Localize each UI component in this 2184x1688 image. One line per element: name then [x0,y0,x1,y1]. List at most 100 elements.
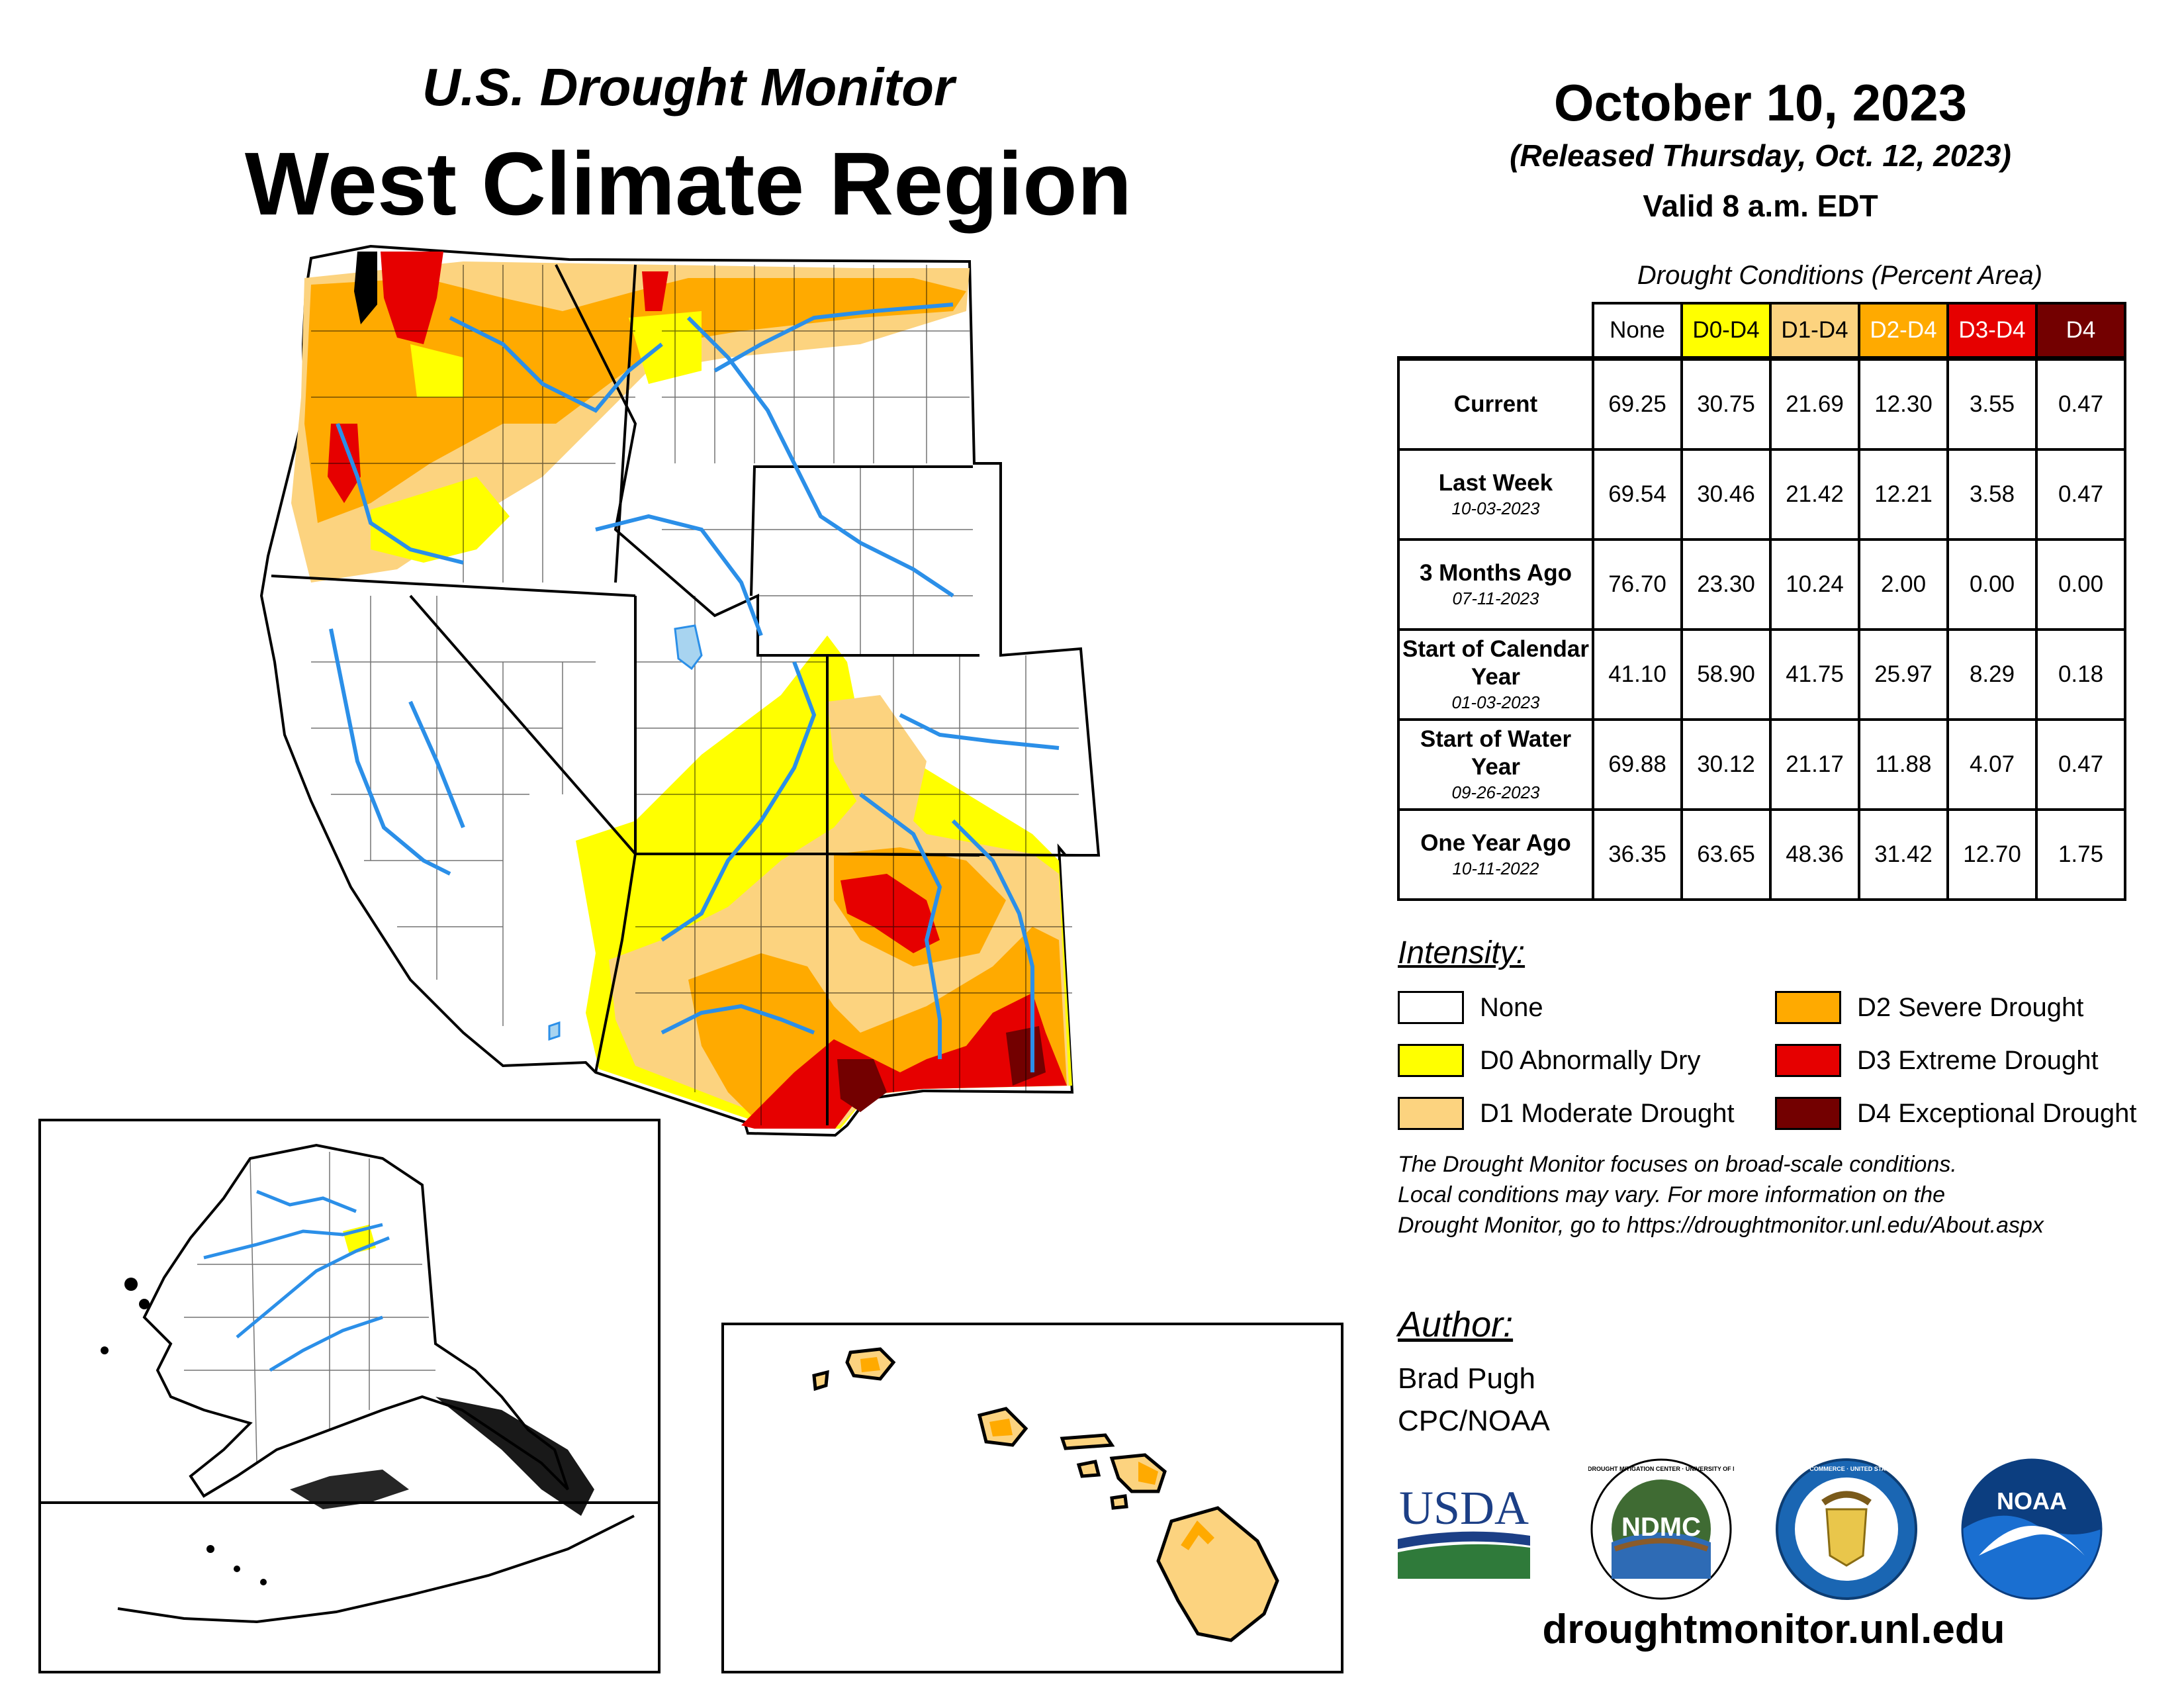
row-label: Start of Calendar Year [1402,636,1589,690]
legend-label-d1: D1 Moderate Drought [1480,1098,1735,1128]
table-header-row: None D0-D4 D1-D4 D2-D4 D3-D4 D4 [1398,302,2126,360]
table-cell: 11.88 [1858,718,1949,811]
kahoolawe-island [1110,1494,1128,1510]
commerce-ring-text: DEPARTMENT OF COMMERCE · UNITED STATES O… [1774,1466,1919,1472]
sw-d4-area [837,1059,887,1112]
ndmc-logo-text: NDMC [1621,1513,1701,1542]
col-header-d0-d4: D0-D4 [1680,302,1772,360]
table-cell: 30.46 [1680,448,1772,541]
big-island [1156,1506,1279,1642]
pnw-d3-area [381,252,443,344]
table-cell: 41.75 [1769,628,1860,721]
usda-logo: USDA [1398,1483,1530,1579]
table-row: Start of Calendar Year 01-03-2023 41.10 58.… [1397,628,2126,721]
noaa-logo: NOAA [1961,1458,2103,1600]
niihau-island [812,1370,829,1391]
sw-d3-area [741,993,1067,1129]
county-lines [311,265,1079,1125]
puget-sound-water [354,252,377,324]
table-cell: 41.10 [1592,628,1683,721]
row-date: 07-11-2023 [1452,588,1539,608]
table-cell: 8.29 [1946,628,2038,721]
table-cell: 2.00 [1858,538,1949,631]
great-salt-lake [674,624,703,671]
oahu-d2-area [989,1419,1013,1436]
rivers [329,303,1060,1072]
pnw-d0-area-2 [410,344,463,397]
row-date: 01-03-2023 [1451,692,1540,712]
table-cell: 12.70 [1946,808,2038,901]
ndmc-ring-text: NATIONAL DROUGHT MITIGATION CENTER · UNI… [1588,1466,1734,1472]
legend-swatch-d0 [1398,1044,1464,1077]
legend-swatch-d4 [1775,1097,1841,1130]
legend-item-d0: D0 Abnormally Dry [1398,1042,1700,1079]
table-cell: 12.21 [1858,448,1949,541]
az-d3-area [754,1099,788,1129]
nm-d3-area [841,874,940,953]
row-header: 3 Months Ago 07-11-2023 [1397,538,1594,631]
website-url: droughtmonitor.unl.edu [1542,1607,2005,1652]
note-line-2: Local conditions may vary. For more info… [1398,1182,1946,1207]
release-date: (Released Thursday, Oct. 12, 2023) [1510,138,2011,173]
big-island-d2-area [1181,1521,1214,1550]
table-cell: 3.58 [1946,448,2038,541]
row-date: 09-26-2023 [1451,782,1540,802]
col-header-d3-d4: D3-D4 [1946,302,2038,360]
row-label: Last Week [1438,470,1553,496]
table-cell: 3.55 [1946,356,2038,451]
legend-item-none: None [1398,989,1543,1026]
row-date: 10-11-2022 [1452,859,1539,878]
legend-label-d4: D4 Exceptional Drought [1857,1098,2137,1128]
table-cell: 0.18 [2035,628,2126,721]
row-header: One Year Ago 10-11-2022 [1397,808,1594,901]
row-header: Current [1397,356,1594,451]
header-blank-cell [1398,303,1593,359]
pnw-d3-area-2 [642,271,668,311]
table-row: Start of Water Year 09-26-2023 69.88 30.12 2… [1397,718,2126,811]
table-cell: 1.75 [2035,808,2126,901]
noaa-logo-text: NOAA [1997,1487,2067,1515]
lanai-island [1076,1460,1101,1478]
table-cell: 30.12 [1680,718,1772,811]
author-name: Brad Pugh [1398,1362,1535,1395]
author-title: Author: [1398,1305,1514,1344]
row-label: Current [1453,391,1538,417]
table-cell: 0.00 [2035,538,2126,631]
colorado-d1-area [827,695,927,821]
usda-logo-text: USDA [1399,1483,1529,1534]
table-cell: 21.17 [1769,718,1860,811]
hawaiian-islands [812,1347,1279,1642]
table-cell: 63.65 [1680,808,1772,901]
table-cell: 69.25 [1592,356,1683,451]
row-header: Start of Water Year 09-26-2023 [1397,718,1594,811]
table-row: 3 Months Ago 07-11-2023 76.70 23.30 10.24 2.0… [1397,538,2126,631]
note-line-1: The Drought Monitor focuses on broad-sca… [1398,1152,1957,1177]
col-header-d1-d4: D1-D4 [1769,302,1860,360]
row-header: Last Week 10-03-2023 [1397,448,1594,541]
aleutian-chain [117,1515,635,1624]
legend-item-d4: D4 Exceptional Drought [1775,1095,2136,1132]
table-caption: Drought Conditions (Percent Area) [1637,261,2043,290]
alaska-map [38,1143,660,1624]
map-subtitle: U.S. Drought Monitor [422,58,955,117]
table-cell: 48.36 [1769,808,1860,901]
commerce-logo: DEPARTMENT OF COMMERCE · UNITED STATES O… [1774,1458,1919,1600]
region-title: West Climate Region [244,134,1132,234]
table-cell: 0.47 [2035,448,2126,541]
pnw-d0-area [371,477,510,563]
west-region-map [259,244,1101,1137]
table-row: One Year Ago 10-11-2022 36.35 63.65 48.36 31.… [1397,808,2126,901]
pnw-d0-area-3 [629,311,702,384]
row-label: One Year Ago [1420,830,1571,856]
row-label: 3 Months Ago [1419,560,1572,586]
table-cell: 69.88 [1592,718,1683,811]
legend-swatch-d3 [1775,1044,1841,1077]
legend-item-d3: D3 Extreme Drought [1775,1042,2099,1079]
legend-label-d0: D0 Abnormally Dry [1480,1045,1701,1075]
table-cell: 31.42 [1858,808,1949,901]
author-org: CPC/NOAA [1398,1405,1550,1437]
table-cell: 30.75 [1680,356,1772,451]
drought-stats-table: None D0-D4 D1-D4 D2-D4 D3-D4 D4 Current 6… [1397,302,2126,901]
map-date: October 10, 2023 [1553,73,1968,132]
ndmc-logo: NDMC NATIONAL DROUGHT MITIGATION CENTER … [1588,1458,1734,1600]
